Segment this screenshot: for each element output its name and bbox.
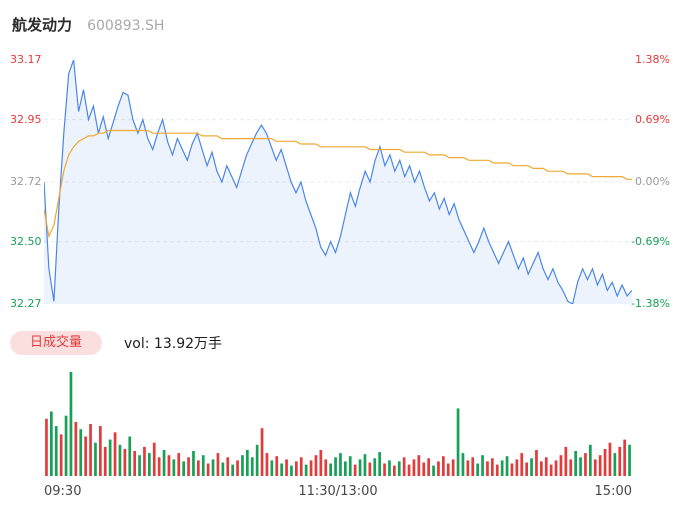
time-label-open: 09:30 [44, 484, 82, 499]
percent-axis-right: 1.38% 0.69% 0.00% -0.69% -1.38% [624, 53, 670, 310]
price-tick-prev-close: 32.72 [10, 175, 42, 188]
header: 航发动力 600893.SH [12, 14, 164, 35]
time-axis: 09:30 11:30/13:00 15:00 [44, 484, 632, 500]
time-label-midday: 11:30/13:00 [298, 484, 378, 499]
volume-total-label: vol: 13.92万手 [124, 336, 223, 352]
price-tick-high: 33.17 [10, 53, 42, 66]
price-tick-low: 32.27 [10, 297, 42, 310]
price-axis-left: 33.17 32.95 32.72 32.50 32.27 [10, 53, 44, 310]
price-tick: 32.95 [10, 112, 42, 126]
pct-tick: -0.69% [631, 234, 670, 248]
price-chart[interactable] [44, 60, 632, 304]
stock-name: 航发动力 [12, 16, 73, 34]
time-label-close: 15:00 [594, 484, 632, 499]
volume-header-row: 日成交量 vol: 13.92万手 [10, 330, 222, 356]
volume-chart[interactable] [44, 368, 632, 476]
pct-tick-low: -1.38% [631, 297, 670, 310]
pct-tick: 0.69% [635, 112, 670, 126]
pct-tick-high: 1.38% [635, 53, 670, 66]
stock-code: 600893.SH [87, 18, 165, 34]
price-tick: 32.50 [10, 234, 42, 248]
volume-tab[interactable]: 日成交量 [10, 331, 103, 355]
pct-tick-zero: 0.00% [635, 175, 670, 188]
